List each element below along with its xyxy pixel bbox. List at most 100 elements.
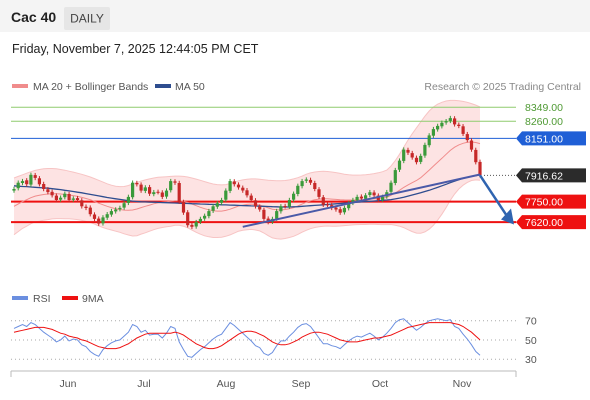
- candle-body: [351, 200, 355, 203]
- candle-body: [67, 194, 71, 200]
- candle-body: [105, 214, 109, 218]
- candle-body: [241, 187, 245, 191]
- candle-body: [262, 209, 266, 219]
- candle-body: [427, 135, 431, 146]
- candle-body: [131, 182, 135, 198]
- candle-body: [317, 189, 321, 197]
- candle-body: [236, 184, 241, 188]
- candle-body: [249, 195, 253, 200]
- candle-body: [469, 140, 474, 150]
- x-tick-label: Nov: [453, 378, 472, 390]
- rsi-tick-label: 70: [525, 316, 537, 328]
- pivot-label: 8151.00: [525, 133, 563, 145]
- candle-body: [440, 122, 444, 127]
- candle-body: [16, 182, 20, 189]
- candle-body: [207, 211, 211, 217]
- candle-body: [29, 174, 33, 185]
- period-tab-label[interactable]: DAILY: [70, 12, 104, 26]
- period-tab[interactable]: [64, 7, 110, 30]
- candle-body: [135, 183, 139, 185]
- candle-body: [50, 191, 54, 196]
- candle-body: [118, 207, 122, 210]
- candle-body: [25, 180, 29, 185]
- credit-text: Research © 2025 Trading Central: [424, 81, 581, 93]
- rsi-ma-legend-label: 9MA: [82, 293, 104, 305]
- x-tick-label: Aug: [217, 378, 236, 390]
- ma50-line: [13, 174, 481, 208]
- candle-body: [359, 196, 363, 199]
- x-tick-label: Jun: [60, 378, 77, 390]
- timestamp: Friday, November 7, 2025 12:44:05 PM CET: [12, 42, 259, 56]
- resistance-label: 8260.00: [525, 116, 563, 128]
- candle-body: [419, 155, 423, 162]
- candle-body: [308, 179, 313, 183]
- support-label: 7750.00: [525, 197, 563, 209]
- ma20-line: [13, 141, 481, 212]
- candle-body: [444, 121, 448, 123]
- candle-body: [46, 189, 50, 193]
- candle-body: [75, 198, 80, 200]
- candle-body: [342, 207, 346, 213]
- candle-body: [92, 214, 97, 219]
- candle-body: [397, 160, 402, 170]
- candle-body: [126, 196, 130, 203]
- candle-body: [42, 184, 46, 189]
- rsi-line: [13, 318, 481, 358]
- candle-body: [300, 181, 304, 187]
- candle-body: [228, 181, 232, 191]
- candle-body: [461, 126, 465, 134]
- rsi-legend-swatch: [12, 296, 28, 300]
- ma20-legend-label: MA 20 + Bollinger Bands: [33, 81, 148, 93]
- candle-body: [20, 181, 25, 183]
- candle-body: [372, 192, 376, 196]
- rsi-ma-legend-swatch: [62, 296, 78, 300]
- candle-body: [177, 183, 181, 202]
- rsi-ma-line: [13, 322, 481, 350]
- x-tick-label: Oct: [372, 378, 388, 390]
- symbol-title: Cac 40: [11, 9, 56, 25]
- trend-line: [242, 173, 481, 228]
- candle-body: [457, 124, 461, 126]
- bollinger-upper-line: [13, 99, 481, 188]
- candle-body: [198, 218, 202, 222]
- candle-body: [169, 181, 173, 191]
- candle-body: [215, 203, 219, 207]
- candle-body: [181, 201, 186, 213]
- pivot-label-box: [516, 131, 586, 146]
- candle-body: [258, 206, 262, 210]
- candle-body: [325, 204, 330, 206]
- candle-body: [37, 178, 41, 185]
- projection-arrow-line: [478, 174, 508, 216]
- support-label-box: [516, 194, 586, 209]
- support-label-box: [516, 215, 586, 230]
- candle-body: [423, 144, 427, 156]
- support-label: 7620.00: [525, 217, 563, 229]
- candle-body: [364, 195, 368, 199]
- candle-body: [465, 134, 469, 141]
- last-price-label: 7916.62: [525, 170, 563, 182]
- candle-body: [143, 187, 147, 191]
- resistance-label: 8349.00: [525, 102, 563, 114]
- candle-body: [453, 118, 457, 125]
- candle-body: [54, 195, 58, 200]
- rsi-plot: 70 50 30: [11, 316, 537, 366]
- x-tick-label: Sep: [292, 378, 311, 390]
- candle-body: [389, 182, 393, 192]
- rsi-tick-label: 30: [525, 354, 537, 366]
- rsi-legend-label: RSI: [33, 293, 51, 305]
- candle-body: [355, 196, 359, 201]
- candle-body: [71, 198, 75, 200]
- candle-body: [406, 149, 410, 153]
- last-price-label-box: [516, 168, 586, 183]
- candle-body: [245, 190, 249, 196]
- candle-body: [12, 189, 16, 191]
- candle-body: [279, 206, 283, 212]
- candle-body: [101, 217, 105, 224]
- candle-body: [186, 212, 190, 226]
- candle-body: [114, 209, 118, 212]
- candle-body: [194, 222, 198, 227]
- x-axis: Jun Jul Aug Sep Oct Nov: [10, 370, 517, 390]
- candle-body: [220, 200, 224, 203]
